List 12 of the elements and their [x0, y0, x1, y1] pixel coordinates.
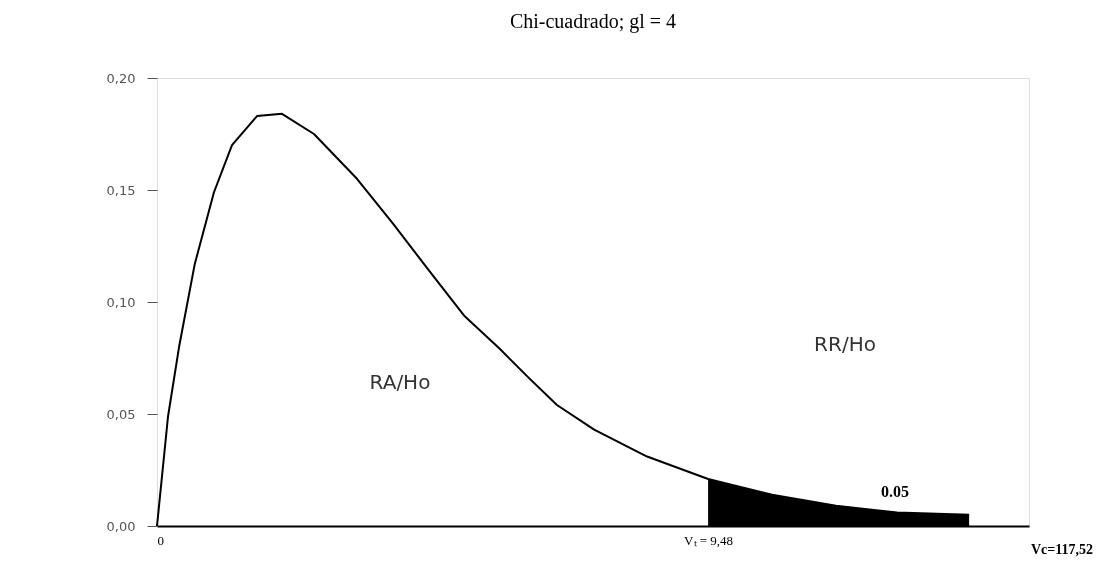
y-tick-label: 0,15	[106, 182, 136, 198]
y-tick-label: 0,20	[106, 70, 136, 86]
y-tick-label: 0,10	[106, 294, 136, 310]
x-tick-label: 0	[157, 532, 164, 548]
annotation: RR/Ho	[814, 332, 876, 356]
annotation: RA/Ho	[369, 370, 431, 394]
y-tick-label: 0,05	[106, 406, 136, 422]
y-tick-label: 0,00	[106, 518, 136, 534]
text: Vc=117,52	[1030, 542, 1094, 557]
annotation: 0.05	[881, 483, 909, 500]
chart-title: Chi-cuadrado; gl = 4	[509, 10, 677, 33]
x-tick-label: Vₜ = 9,48	[684, 532, 734, 548]
